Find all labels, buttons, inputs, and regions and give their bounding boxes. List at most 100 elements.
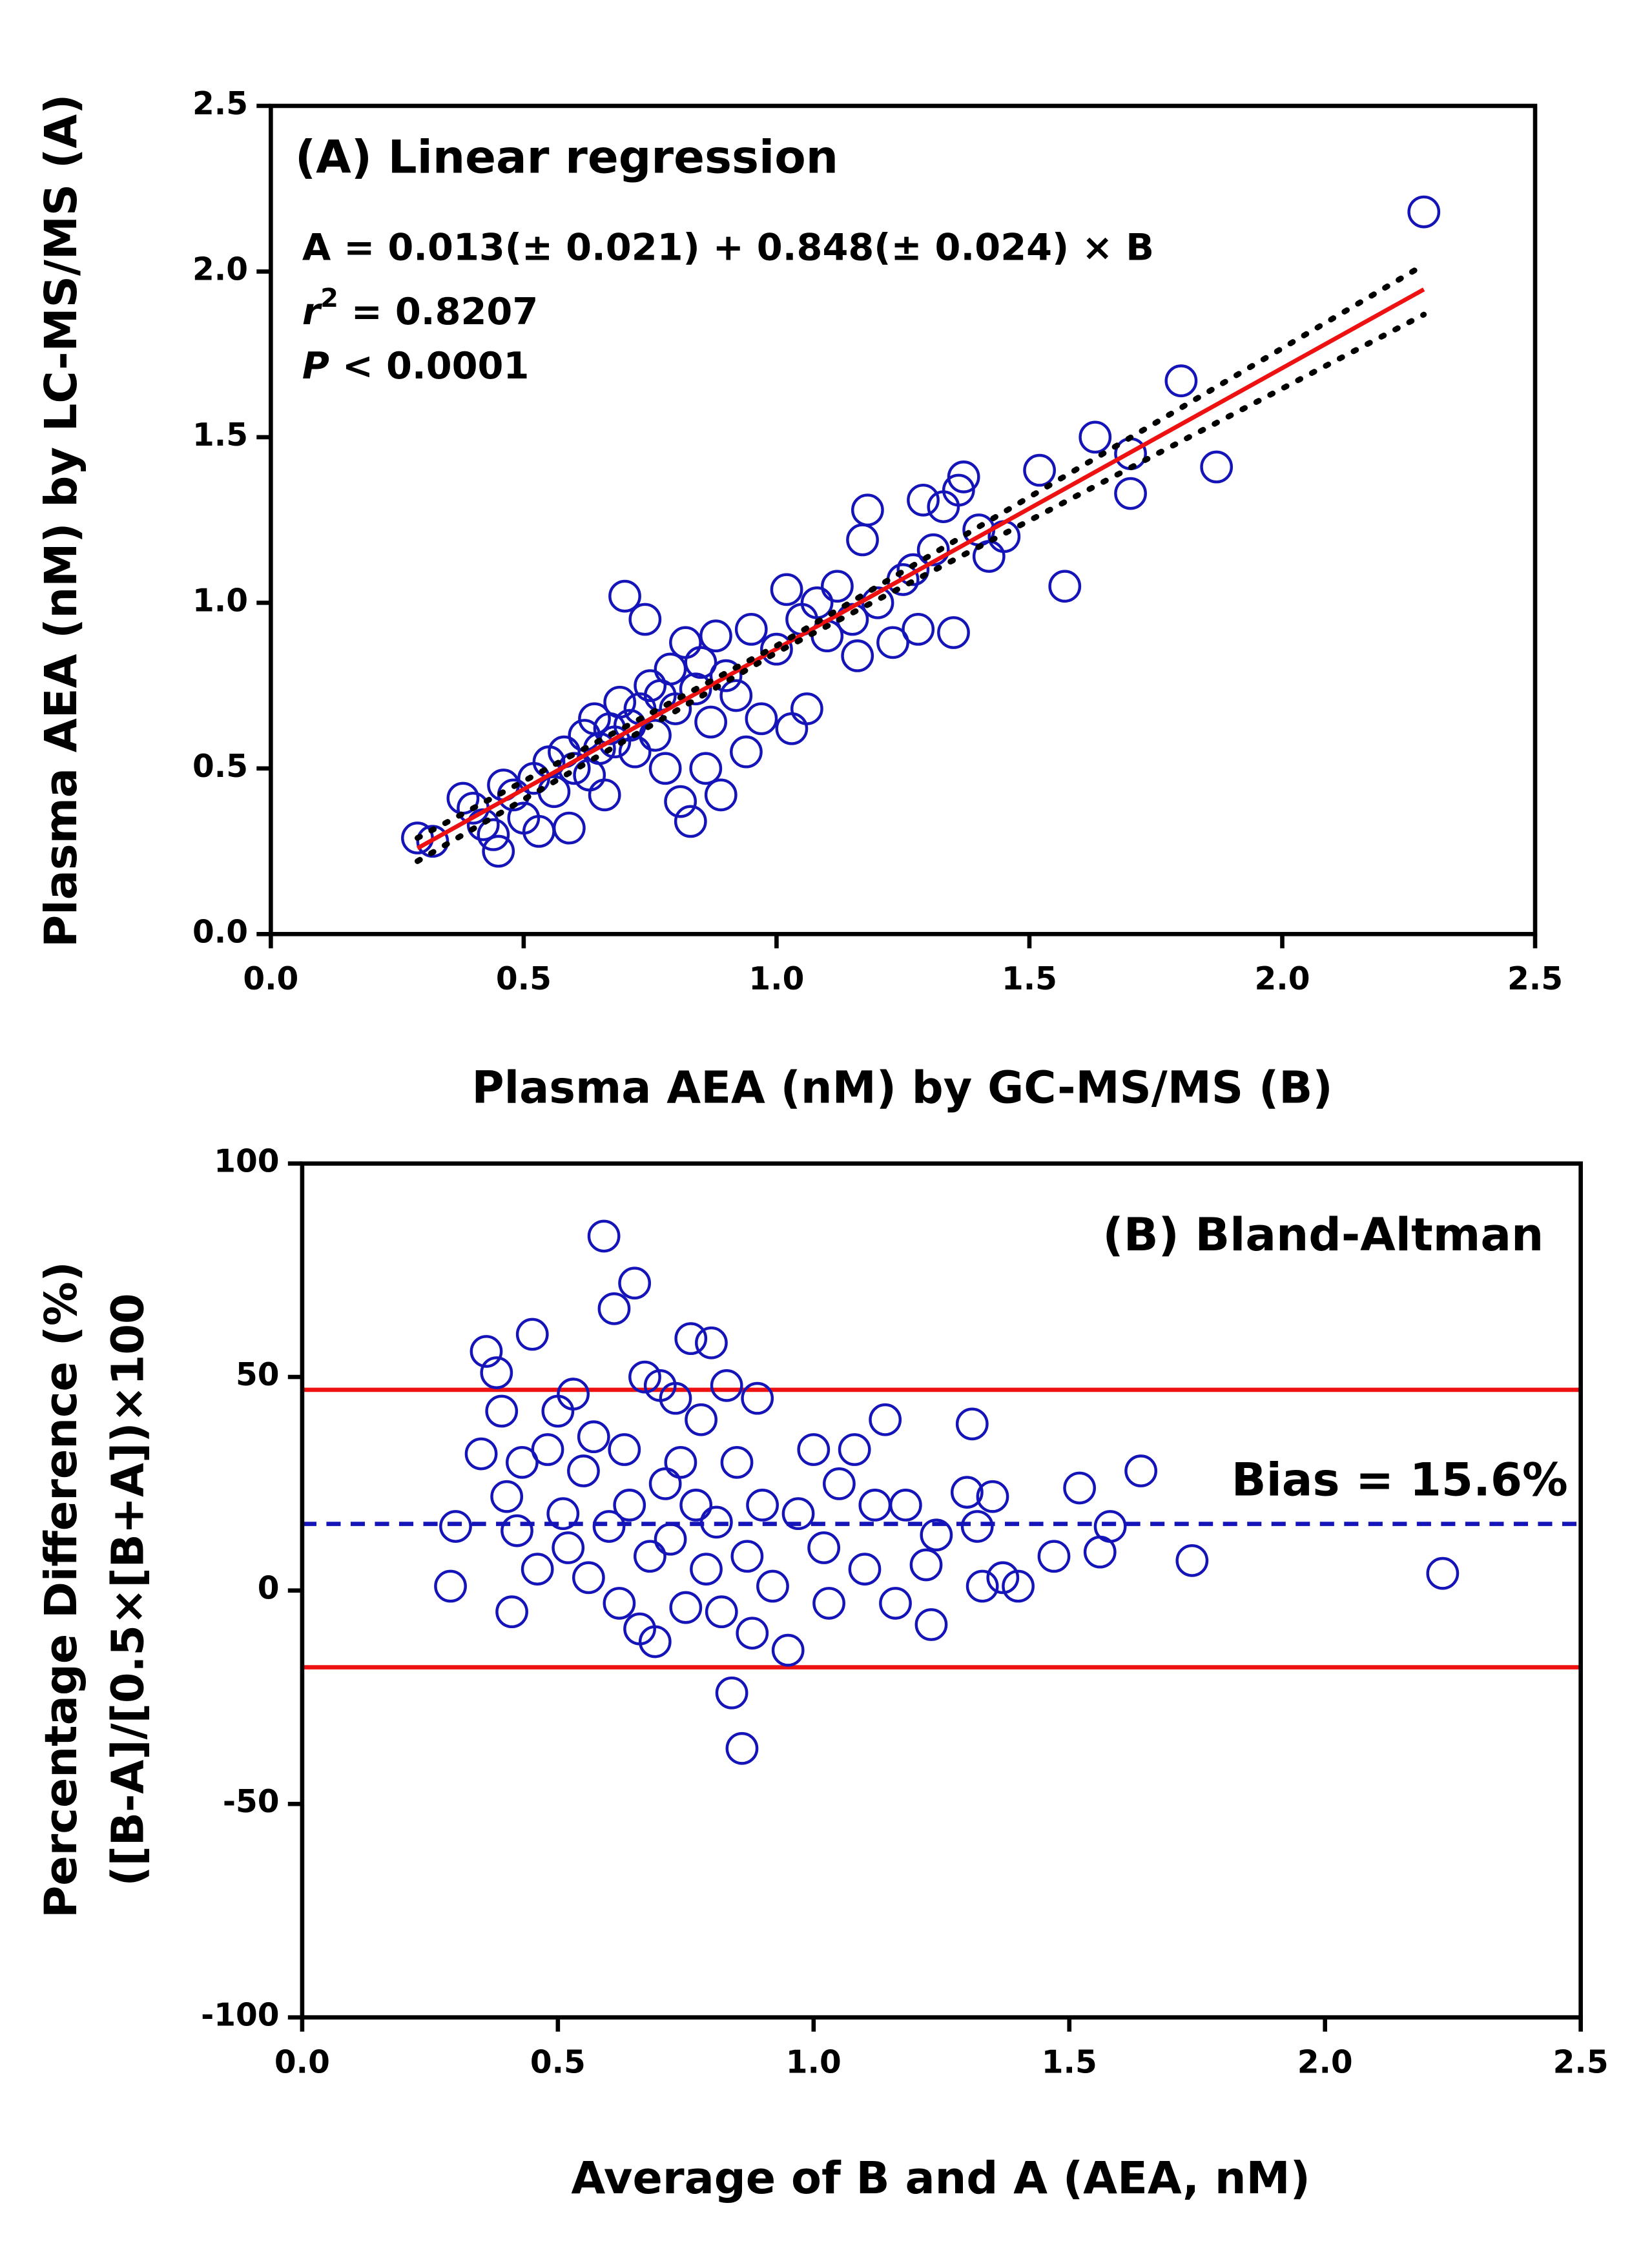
- bias-label: Bias = 15.6%: [1232, 1453, 1568, 1507]
- p-text: < 0.0001: [329, 344, 529, 388]
- data-point: [592, 1510, 626, 1543]
- y-tick-label: 0.5: [192, 749, 248, 785]
- data-point: [823, 1467, 856, 1500]
- data-point: [608, 579, 641, 613]
- data-point: [858, 1489, 892, 1522]
- data-point: [664, 785, 697, 818]
- y-tick-label: -100: [201, 1998, 279, 2034]
- data-point: [1023, 453, 1056, 487]
- y-tick-label: 50: [236, 1357, 280, 1393]
- x-tick-label: 1.0: [749, 961, 804, 997]
- data-point: [741, 1381, 774, 1415]
- data-point: [603, 685, 637, 719]
- y-tick-label: 1.0: [192, 583, 248, 619]
- data-point: [588, 778, 621, 812]
- y-tick-label: 100: [214, 1144, 279, 1180]
- data-point: [679, 672, 712, 706]
- data-point: [470, 1335, 503, 1368]
- data-point: [709, 659, 743, 692]
- data-point: [1093, 1510, 1127, 1543]
- data-point: [719, 679, 753, 712]
- data-point: [654, 652, 687, 686]
- plot-frame: [269, 103, 1538, 936]
- y-tick-label: 0: [258, 1571, 280, 1607]
- fit-line: [415, 262, 1427, 841]
- data-point: [552, 1531, 585, 1564]
- data-point: [482, 834, 515, 868]
- data-point: [572, 1561, 605, 1595]
- data-point: [902, 612, 935, 646]
- x-axis-title: Average of B and A (AEA, nM): [571, 2153, 1310, 2204]
- x-tick-label: 0.5: [496, 961, 552, 997]
- data-point: [896, 553, 930, 586]
- data-point: [705, 1595, 738, 1629]
- data-point: [506, 1445, 539, 1479]
- x-axis-title: Plasma AEA (nM) by GC-MS/MS (B): [472, 1063, 1333, 1114]
- data-point: [639, 719, 672, 752]
- plot-frame: [300, 1161, 1583, 2020]
- data-point: [608, 1433, 641, 1466]
- data-point: [480, 1356, 513, 1389]
- data-point: [920, 1518, 953, 1552]
- data-point: [659, 1381, 692, 1415]
- data-point: [648, 1467, 682, 1500]
- data-point: [679, 1489, 713, 1522]
- data-point: [790, 692, 823, 725]
- data-point: [567, 1454, 600, 1487]
- data-point: [684, 646, 718, 679]
- x-tick-label: 0.0: [243, 961, 298, 997]
- data-point: [634, 1540, 666, 1573]
- data-point: [546, 1497, 580, 1531]
- data-point: [756, 1569, 789, 1603]
- data-point: [669, 1591, 703, 1624]
- data-point: [531, 1433, 564, 1466]
- data-point: [745, 702, 778, 736]
- data-point: [869, 1403, 902, 1436]
- panel-title: (B) Bland-Altman: [1102, 1208, 1544, 1261]
- fit-line: [415, 311, 1427, 864]
- data-point: [552, 811, 586, 845]
- data-point: [1048, 570, 1082, 603]
- data-point: [1114, 477, 1147, 510]
- data-point: [775, 712, 809, 745]
- data-point: [909, 1548, 943, 1582]
- data-point: [485, 1394, 519, 1428]
- data-point: [1124, 1454, 1157, 1487]
- data-point: [807, 1531, 841, 1564]
- data-point: [659, 692, 692, 725]
- data-point: [812, 1587, 845, 1620]
- data-point: [587, 1219, 621, 1253]
- y-tick-label: 2.0: [192, 251, 248, 287]
- data-point: [889, 1489, 922, 1522]
- data-point: [699, 619, 732, 653]
- data-point: [1002, 1569, 1035, 1603]
- data-point: [664, 1445, 697, 1479]
- data-point: [715, 1676, 749, 1710]
- y-tick-label: 1.5: [192, 417, 248, 453]
- data-point: [730, 735, 763, 769]
- x-tick-label: 2.5: [1507, 961, 1563, 997]
- data-point: [960, 1510, 994, 1543]
- data-point: [434, 1569, 467, 1603]
- data-point: [1079, 420, 1112, 454]
- data-point: [613, 1489, 646, 1522]
- data-point: [736, 1617, 769, 1650]
- data-point: [495, 1595, 528, 1629]
- data-point: [725, 1731, 759, 1765]
- data-point: [690, 1553, 723, 1586]
- data-point: [846, 523, 879, 557]
- data-point: [937, 616, 970, 649]
- data-point: [685, 1403, 718, 1436]
- data-point: [674, 805, 707, 838]
- data-point: [838, 1433, 871, 1466]
- r-text: = 0.8207: [338, 290, 538, 333]
- x-tick-label: 1.5: [1042, 2044, 1097, 2080]
- r-superscript: 2: [320, 284, 338, 313]
- y-tick-label: 2.5: [192, 86, 248, 122]
- data-point: [841, 639, 874, 672]
- data-point: [638, 1625, 672, 1659]
- data-point: [821, 570, 854, 603]
- data-point: [1164, 364, 1198, 398]
